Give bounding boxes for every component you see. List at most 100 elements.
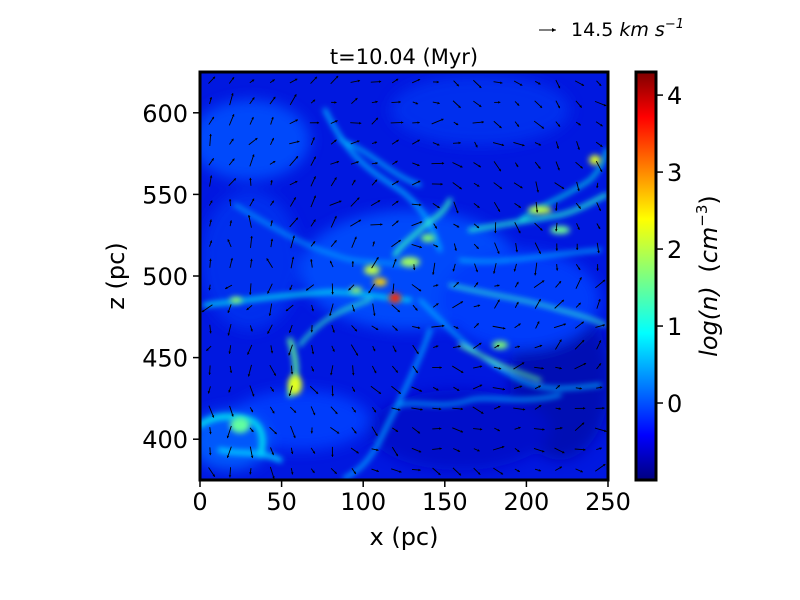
velocity-arrowhead bbox=[583, 448, 586, 451]
velocity-arrowhead bbox=[516, 124, 519, 127]
velocity-arrowhead bbox=[441, 118, 444, 122]
velocity-arrowhead bbox=[293, 197, 296, 200]
velocity-arrowhead bbox=[515, 249, 519, 253]
velocity-arrowhead bbox=[497, 299, 500, 303]
velocity-arrowhead bbox=[497, 209, 500, 212]
velocity-arrowhead bbox=[293, 410, 297, 413]
velocity-arrowhead bbox=[251, 429, 254, 433]
velocity-arrowhead bbox=[358, 219, 361, 223]
velocity-arrowhead bbox=[330, 372, 333, 376]
velocity-arrowhead bbox=[583, 363, 587, 366]
velocity-arrowhead bbox=[395, 370, 398, 373]
velocity-arrowhead bbox=[579, 277, 582, 280]
colorbar-tick-label: 2 bbox=[667, 236, 682, 264]
velocity-arrowhead bbox=[372, 348, 376, 352]
velocity-arrowhead bbox=[539, 105, 543, 108]
velocity-arrowhead bbox=[477, 449, 480, 452]
velocity-arrowhead bbox=[270, 220, 273, 223]
velocity-arrowhead bbox=[442, 324, 445, 328]
velocity-arrowhead bbox=[435, 345, 439, 348]
velocity-arrowhead bbox=[419, 389, 423, 392]
velocity-arrowhead bbox=[537, 82, 541, 85]
velocity-arrowhead bbox=[599, 169, 603, 172]
velocity-arrowhead bbox=[312, 470, 315, 473]
velocity-arrowhead bbox=[228, 199, 232, 202]
velocity-arrowhead bbox=[513, 269, 517, 272]
velocity-arrowhead bbox=[415, 308, 418, 311]
velocity-arrowhead bbox=[288, 330, 292, 333]
velocity-arrowhead bbox=[313, 156, 316, 160]
velocity-arrowhead bbox=[515, 164, 519, 168]
velocity-arrowhead bbox=[492, 271, 496, 274]
velocity-arrowhead bbox=[577, 267, 581, 270]
velocity-arrowhead bbox=[578, 206, 581, 209]
velocity-arrowhead bbox=[227, 310, 230, 313]
velocity-arrowhead bbox=[435, 303, 439, 306]
velocity-arrowhead bbox=[292, 235, 295, 239]
velocity-arrowhead bbox=[581, 340, 585, 343]
velocity-arrowhead bbox=[272, 476, 275, 479]
velocity-arrowhead bbox=[460, 301, 463, 304]
velocity-arrowhead bbox=[502, 326, 506, 330]
velocity-arrowhead bbox=[398, 100, 401, 104]
velocity-arrowhead bbox=[373, 370, 377, 374]
velocity-arrowhead bbox=[597, 250, 600, 254]
velocity-arrowhead bbox=[599, 144, 603, 147]
velocity-arrowhead bbox=[598, 208, 601, 212]
velocity-arrowhead bbox=[520, 185, 523, 189]
velocity-arrowhead bbox=[254, 138, 258, 141]
velocity-arrowhead bbox=[577, 227, 580, 230]
velocity-arrowhead bbox=[294, 180, 298, 184]
velocity-arrowhead bbox=[273, 373, 276, 376]
colorbar-tick-label: 0 bbox=[667, 390, 682, 418]
velocity-arrowhead bbox=[499, 125, 502, 129]
y-tick-label: 600 bbox=[142, 100, 188, 128]
velocity-arrowhead bbox=[603, 103, 607, 107]
velocity-arrowhead bbox=[353, 409, 356, 413]
velocity-arrowhead bbox=[395, 453, 398, 457]
velocity-arrowhead bbox=[557, 105, 560, 109]
velocity-arrowhead bbox=[212, 474, 215, 477]
velocity-arrowhead bbox=[558, 281, 562, 284]
velocity-arrowhead bbox=[313, 219, 316, 222]
velocity-arrowhead bbox=[394, 258, 397, 262]
quiver-key-label-part: 14.5 bbox=[571, 19, 613, 41]
velocity-arrowhead bbox=[602, 279, 606, 283]
velocity-arrowhead bbox=[288, 352, 291, 356]
velocity-arrowhead bbox=[516, 301, 519, 305]
velocity-arrowhead bbox=[497, 251, 500, 254]
velocity-arrowhead bbox=[598, 340, 602, 343]
velocity-arrowhead bbox=[476, 323, 479, 326]
velocity-arrowhead bbox=[598, 363, 602, 366]
velocity-arrowhead bbox=[555, 229, 558, 232]
velocity-arrowhead bbox=[420, 408, 423, 411]
velocity-arrowhead bbox=[313, 176, 316, 179]
colorbar-label-cm: cm bbox=[695, 227, 723, 264]
velocity-arrowhead bbox=[249, 472, 252, 475]
velocity-arrowhead bbox=[579, 105, 582, 108]
velocity-arrowhead bbox=[368, 290, 371, 294]
velocity-arrowhead bbox=[250, 236, 253, 239]
velocity-arrowhead bbox=[310, 259, 313, 262]
velocity-arrowhead bbox=[556, 146, 560, 149]
velocity-arrowhead bbox=[353, 179, 356, 183]
velocity-arrowhead bbox=[206, 348, 209, 351]
velocity-arrowhead bbox=[455, 122, 459, 126]
velocity-arrowhead bbox=[378, 391, 381, 394]
velocity-arrowhead bbox=[231, 114, 235, 117]
velocity-arrowhead bbox=[212, 76, 216, 80]
quiver-key-label-part: km bbox=[613, 19, 649, 41]
velocity-arrowhead bbox=[522, 408, 526, 411]
velocity-arrowhead bbox=[306, 288, 309, 291]
velocity-arrowhead bbox=[374, 141, 378, 144]
velocity-arrowhead bbox=[418, 468, 421, 472]
velocity-arrowhead bbox=[331, 394, 334, 397]
velocity-arrowhead bbox=[541, 366, 544, 370]
velocity-arrowhead bbox=[494, 230, 497, 234]
velocity-arrowhead bbox=[335, 411, 338, 414]
x-tick-label: 150 bbox=[422, 488, 468, 516]
colorbar-gradient bbox=[634, 70, 658, 482]
velocity-arrowhead bbox=[519, 385, 523, 388]
velocity-arrowhead bbox=[266, 258, 269, 261]
